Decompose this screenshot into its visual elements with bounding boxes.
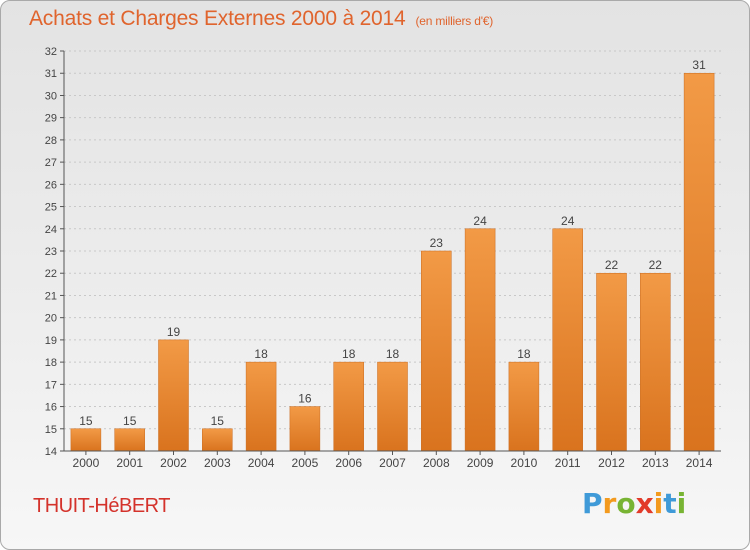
chart-title: Achats et Charges Externes 2000 à 2014 (e… xyxy=(29,7,493,31)
x-tick-label: 2012 xyxy=(598,456,625,470)
logo-letter: i xyxy=(676,487,687,520)
y-tick-label: 27 xyxy=(45,157,57,169)
x-tick-label: 2005 xyxy=(292,456,319,470)
x-tick-label: 2000 xyxy=(73,456,100,470)
x-tick-label: 2007 xyxy=(379,456,406,470)
bar-value-label: 22 xyxy=(605,258,619,272)
logo-letter: x xyxy=(635,487,654,520)
bar xyxy=(114,428,145,452)
y-tick-label: 15 xyxy=(45,424,57,436)
x-tick-label: 2004 xyxy=(248,456,275,470)
y-tick-label: 30 xyxy=(45,90,57,102)
x-tick-label: 2013 xyxy=(642,456,669,470)
y-tick-label: 31 xyxy=(45,68,57,80)
bar xyxy=(289,406,321,452)
bar xyxy=(596,272,627,452)
x-tick-label: 2014 xyxy=(686,456,713,470)
bar-value-label: 24 xyxy=(473,214,487,228)
bar xyxy=(70,428,102,452)
y-tick-label: 18 xyxy=(45,357,57,369)
y-tick-label: 17 xyxy=(45,379,57,391)
x-tick-label: 2002 xyxy=(160,456,187,470)
bar-value-label: 22 xyxy=(649,258,663,272)
bar-value-label: 15 xyxy=(79,414,93,428)
bar-value-label: 18 xyxy=(342,347,356,361)
x-tick-label: 2001 xyxy=(116,456,143,470)
bars: 15 15 19 15 18 16 18 18 23 24 18 24 22 22 31 xyxy=(70,58,715,452)
logo-letter: i xyxy=(653,487,664,520)
commune-name: THUIT-HéBERT xyxy=(33,495,170,517)
bar xyxy=(421,250,452,452)
y-tick-label: 23 xyxy=(45,246,57,258)
bar-value-label: 18 xyxy=(254,347,268,361)
logo-letter: r xyxy=(602,487,617,520)
logo-letter: o xyxy=(616,487,636,520)
y-tick-label: 24 xyxy=(45,224,57,236)
y-tick-label: 19 xyxy=(45,335,57,347)
bar xyxy=(464,228,496,452)
bar-value-label: 15 xyxy=(211,414,225,428)
bar-value-label: 16 xyxy=(298,392,312,406)
bar-value-label: 23 xyxy=(430,236,444,250)
y-tick-label: 28 xyxy=(45,135,57,147)
bar xyxy=(245,361,277,452)
bar xyxy=(202,428,233,452)
bar xyxy=(552,228,583,452)
bar xyxy=(640,272,671,452)
bar xyxy=(333,361,364,452)
chart-title-text: Achats et Charges Externes 2000 à 2014 xyxy=(29,7,406,30)
y-tick-label: 32 xyxy=(45,46,57,58)
proxiti-logo: Proxiti xyxy=(582,487,686,527)
y-tick-label: 29 xyxy=(45,113,57,125)
bar xyxy=(377,361,408,452)
bar-value-label: 18 xyxy=(386,347,400,361)
x-tick-label: 2011 xyxy=(555,456,581,470)
y-tick-label: 20 xyxy=(45,313,57,325)
axes: 14 15 16 17 18 19 20 21 22 23 24 25 26 27 28 29 30 31 32 20… xyxy=(45,46,721,470)
logo-letter: P xyxy=(582,487,603,520)
x-tick-label: 2006 xyxy=(335,456,362,470)
bar-value-label: 18 xyxy=(517,347,531,361)
y-tick-label: 22 xyxy=(45,268,57,280)
bar-value-label: 15 xyxy=(123,414,137,428)
bar-value-label: 31 xyxy=(692,58,706,72)
x-tick-label: 2003 xyxy=(204,456,231,470)
y-tick-label: 21 xyxy=(45,290,57,302)
x-tick-label: 2009 xyxy=(467,456,494,470)
logo-letter: t xyxy=(663,487,677,520)
chart-unit: (en milliers d'€) xyxy=(415,14,494,28)
bar xyxy=(683,72,715,452)
bar-value-label: 19 xyxy=(167,325,181,339)
bar xyxy=(158,339,189,452)
bar xyxy=(508,361,540,452)
y-tick-label: 14 xyxy=(45,446,57,458)
x-tick-label: 2008 xyxy=(423,456,450,470)
bar-value-label: 24 xyxy=(561,214,575,228)
y-tick-label: 25 xyxy=(45,202,57,214)
y-tick-label: 26 xyxy=(45,179,57,191)
y-tick-label: 16 xyxy=(45,402,57,414)
x-tick-label: 2010 xyxy=(511,456,538,470)
